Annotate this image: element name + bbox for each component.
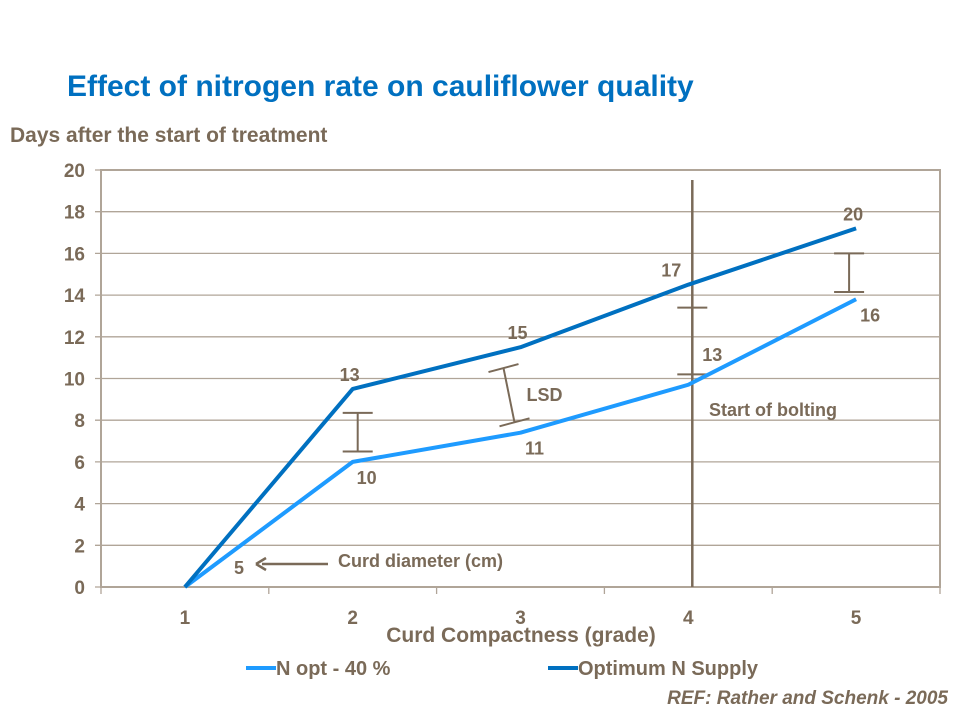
x-tick-label: 3 <box>515 608 526 629</box>
x-tick-label: 1 <box>180 608 191 629</box>
lsd-bar <box>502 367 516 423</box>
y-tick-label: 18 <box>64 203 85 224</box>
reference-note: REF: Rather and Schenk - 2005 <box>667 688 948 709</box>
y-tick-label: 14 <box>64 286 86 307</box>
y-axis-label: Days after the start of treatment <box>10 124 328 147</box>
y-tick-label: 20 <box>64 161 85 182</box>
x-axis-label: Curd Compactness (grade) <box>386 624 656 647</box>
data-label: 11 <box>525 439 544 459</box>
x-tick-label: 5 <box>851 608 862 629</box>
data-label: 20 <box>843 204 863 224</box>
y-tick-label: 4 <box>74 495 85 516</box>
y-tick-label: 12 <box>64 328 85 349</box>
lsd-label: LSD <box>527 385 563 405</box>
data-label: 15 <box>507 323 527 343</box>
plot-frame <box>100 169 941 588</box>
data-label: 13 <box>702 345 722 365</box>
data-label: 16 <box>860 305 880 325</box>
data-label: 5 <box>234 558 244 578</box>
lsd-cap <box>499 417 530 428</box>
arrow-left-icon <box>255 556 267 572</box>
y-tick-label: 6 <box>74 453 85 474</box>
curd-diameter-label: Curd diameter (cm) <box>338 551 503 571</box>
data-label: 13 <box>340 365 360 385</box>
y-tick-label: 0 <box>74 578 85 599</box>
x-tick-label: 2 <box>347 608 358 629</box>
y-tick-label: 8 <box>74 411 85 432</box>
y-tick-label: 16 <box>64 244 85 265</box>
series-line-0 <box>183 297 858 589</box>
series-line-1 <box>183 226 857 589</box>
legend-label: Optimum N Supply <box>578 658 759 680</box>
bolting-label: Start of bolting <box>709 400 837 420</box>
y-tick-label: 10 <box>64 370 85 391</box>
x-tick-label: 4 <box>683 608 694 629</box>
lsd-cap <box>488 363 519 374</box>
data-label: 17 <box>661 261 681 281</box>
data-label: 10 <box>357 468 377 488</box>
y-tick-label: 2 <box>74 536 85 557</box>
legend-label: N opt - 40 % <box>276 658 391 680</box>
chart-title: Effect of nitrogen rate on cauliflower q… <box>67 70 694 103</box>
